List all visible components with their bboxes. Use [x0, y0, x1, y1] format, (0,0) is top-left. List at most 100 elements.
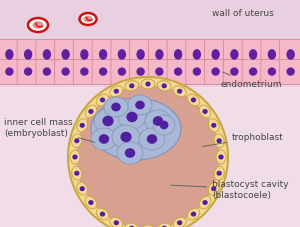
- Ellipse shape: [157, 223, 171, 227]
- Ellipse shape: [136, 50, 145, 60]
- Ellipse shape: [104, 98, 128, 118]
- Ellipse shape: [5, 68, 14, 76]
- Ellipse shape: [202, 200, 208, 205]
- FancyBboxPatch shape: [130, 60, 152, 85]
- Ellipse shape: [61, 68, 70, 76]
- Ellipse shape: [99, 68, 107, 76]
- Ellipse shape: [80, 186, 85, 191]
- Ellipse shape: [32, 22, 44, 30]
- FancyBboxPatch shape: [36, 60, 58, 85]
- Ellipse shape: [230, 50, 238, 60]
- Ellipse shape: [212, 68, 220, 76]
- FancyBboxPatch shape: [186, 60, 208, 85]
- Ellipse shape: [141, 225, 155, 227]
- Ellipse shape: [85, 196, 97, 209]
- Ellipse shape: [68, 78, 228, 227]
- FancyBboxPatch shape: [92, 60, 114, 85]
- FancyBboxPatch shape: [261, 40, 283, 71]
- Ellipse shape: [136, 68, 145, 76]
- Ellipse shape: [216, 150, 226, 164]
- Ellipse shape: [214, 134, 224, 148]
- Ellipse shape: [118, 68, 126, 76]
- Ellipse shape: [217, 171, 222, 176]
- Ellipse shape: [99, 135, 109, 144]
- Ellipse shape: [76, 86, 220, 227]
- Ellipse shape: [118, 106, 146, 129]
- Ellipse shape: [94, 109, 122, 133]
- Ellipse shape: [74, 171, 80, 176]
- Text: trophoblast: trophoblast: [202, 133, 284, 147]
- FancyBboxPatch shape: [167, 40, 189, 71]
- FancyBboxPatch shape: [0, 40, 20, 71]
- Ellipse shape: [286, 50, 295, 60]
- Ellipse shape: [187, 208, 200, 220]
- Ellipse shape: [199, 196, 211, 209]
- Ellipse shape: [217, 139, 222, 144]
- Ellipse shape: [211, 123, 216, 128]
- Ellipse shape: [43, 68, 51, 76]
- Ellipse shape: [139, 128, 165, 150]
- FancyBboxPatch shape: [148, 40, 170, 71]
- Ellipse shape: [128, 96, 152, 116]
- FancyBboxPatch shape: [280, 60, 300, 85]
- Ellipse shape: [72, 167, 82, 180]
- Ellipse shape: [129, 226, 134, 227]
- Ellipse shape: [174, 50, 182, 60]
- Ellipse shape: [88, 109, 94, 114]
- Ellipse shape: [91, 99, 181, 160]
- FancyBboxPatch shape: [0, 60, 20, 85]
- Ellipse shape: [110, 86, 123, 97]
- Ellipse shape: [85, 106, 97, 118]
- Ellipse shape: [162, 226, 167, 227]
- Ellipse shape: [77, 119, 88, 132]
- Ellipse shape: [268, 68, 276, 76]
- Ellipse shape: [218, 155, 224, 160]
- Ellipse shape: [177, 220, 182, 225]
- Ellipse shape: [155, 50, 164, 60]
- Bar: [0, 0, 300, 88]
- FancyBboxPatch shape: [261, 60, 283, 85]
- FancyBboxPatch shape: [242, 60, 264, 85]
- FancyBboxPatch shape: [224, 40, 245, 71]
- Ellipse shape: [249, 50, 257, 60]
- Ellipse shape: [211, 186, 216, 191]
- FancyBboxPatch shape: [186, 40, 208, 71]
- Ellipse shape: [129, 84, 134, 89]
- Ellipse shape: [193, 50, 201, 60]
- Ellipse shape: [99, 50, 107, 60]
- Text: inner cell mass
(embryoblast): inner cell mass (embryoblast): [4, 118, 95, 143]
- Ellipse shape: [74, 139, 80, 144]
- FancyBboxPatch shape: [74, 40, 95, 71]
- Ellipse shape: [72, 155, 78, 160]
- Ellipse shape: [153, 117, 163, 126]
- Ellipse shape: [212, 50, 220, 60]
- Ellipse shape: [96, 95, 109, 106]
- Ellipse shape: [135, 101, 145, 110]
- Ellipse shape: [24, 68, 32, 76]
- Ellipse shape: [173, 86, 186, 97]
- FancyBboxPatch shape: [17, 40, 39, 71]
- Ellipse shape: [83, 17, 93, 23]
- Ellipse shape: [177, 89, 182, 94]
- Ellipse shape: [162, 84, 167, 89]
- Ellipse shape: [157, 81, 171, 91]
- FancyBboxPatch shape: [17, 60, 39, 85]
- FancyBboxPatch shape: [111, 40, 133, 71]
- Ellipse shape: [208, 119, 219, 132]
- Ellipse shape: [174, 68, 182, 76]
- FancyBboxPatch shape: [55, 60, 76, 85]
- Ellipse shape: [230, 68, 238, 76]
- Ellipse shape: [141, 80, 155, 90]
- Ellipse shape: [111, 103, 121, 112]
- Ellipse shape: [28, 19, 48, 33]
- Ellipse shape: [120, 132, 132, 143]
- FancyBboxPatch shape: [111, 60, 133, 85]
- Ellipse shape: [61, 50, 70, 60]
- Ellipse shape: [77, 182, 88, 195]
- Text: blastocyst cavity
(blastocoele): blastocyst cavity (blastocoele): [171, 180, 289, 199]
- Ellipse shape: [100, 212, 105, 217]
- Ellipse shape: [114, 89, 119, 94]
- Ellipse shape: [249, 68, 257, 76]
- Ellipse shape: [80, 50, 88, 60]
- FancyBboxPatch shape: [242, 40, 264, 71]
